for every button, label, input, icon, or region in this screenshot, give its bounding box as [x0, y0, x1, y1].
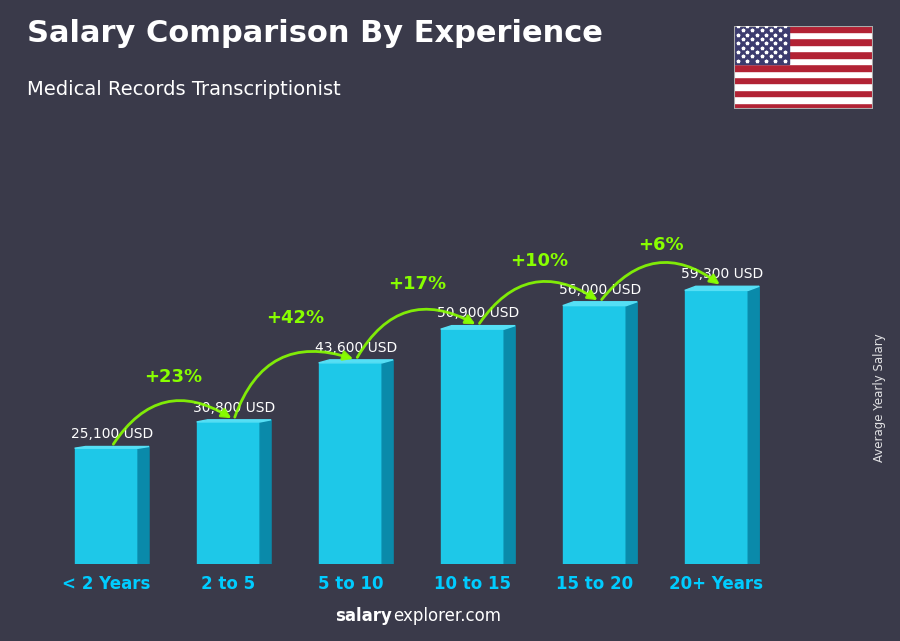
Text: 43,600 USD: 43,600 USD — [315, 340, 397, 354]
Text: +42%: +42% — [266, 309, 324, 327]
Text: 25,100 USD: 25,100 USD — [71, 428, 153, 441]
Polygon shape — [196, 420, 271, 422]
Bar — [734, 103, 873, 109]
Polygon shape — [319, 360, 393, 363]
Bar — [734, 90, 873, 96]
Text: Average Yearly Salary: Average Yearly Salary — [874, 333, 886, 462]
Text: +23%: +23% — [144, 368, 202, 386]
Bar — [734, 83, 873, 90]
Text: 59,300 USD: 59,300 USD — [681, 267, 763, 281]
Polygon shape — [382, 360, 393, 564]
Polygon shape — [626, 302, 637, 564]
Polygon shape — [75, 447, 149, 448]
Bar — [734, 45, 873, 51]
Text: explorer.com: explorer.com — [393, 607, 501, 625]
FancyArrowPatch shape — [357, 309, 472, 358]
Bar — [734, 26, 789, 64]
Text: 30,800 USD: 30,800 USD — [193, 401, 275, 415]
Bar — [562, 306, 626, 564]
Polygon shape — [441, 326, 515, 329]
Bar — [196, 422, 260, 564]
Text: +10%: +10% — [510, 252, 568, 270]
FancyArrowPatch shape — [602, 262, 717, 299]
Polygon shape — [685, 287, 760, 290]
FancyArrowPatch shape — [235, 351, 350, 417]
Bar — [734, 64, 873, 71]
Bar — [734, 58, 873, 64]
Bar — [734, 32, 873, 38]
FancyArrowPatch shape — [480, 281, 595, 323]
Bar — [685, 290, 748, 564]
Polygon shape — [748, 287, 760, 564]
Bar — [734, 51, 873, 58]
Bar — [75, 448, 138, 564]
FancyArrowPatch shape — [113, 401, 229, 444]
Text: 56,000 USD: 56,000 USD — [559, 283, 641, 297]
Polygon shape — [562, 302, 637, 306]
Bar — [734, 38, 873, 45]
Polygon shape — [138, 447, 149, 564]
Bar — [734, 77, 873, 83]
Bar — [319, 363, 382, 564]
Bar — [734, 96, 873, 103]
Text: Salary Comparison By Experience: Salary Comparison By Experience — [27, 19, 603, 48]
Text: +17%: +17% — [388, 275, 446, 293]
Bar — [734, 26, 873, 32]
Text: Medical Records Transcriptionist: Medical Records Transcriptionist — [27, 80, 341, 99]
Polygon shape — [260, 420, 271, 564]
Bar — [441, 329, 504, 564]
Text: salary: salary — [335, 607, 392, 625]
Bar — [734, 71, 873, 77]
Text: +6%: +6% — [638, 237, 684, 254]
Polygon shape — [504, 326, 515, 564]
Text: 50,900 USD: 50,900 USD — [436, 306, 519, 320]
